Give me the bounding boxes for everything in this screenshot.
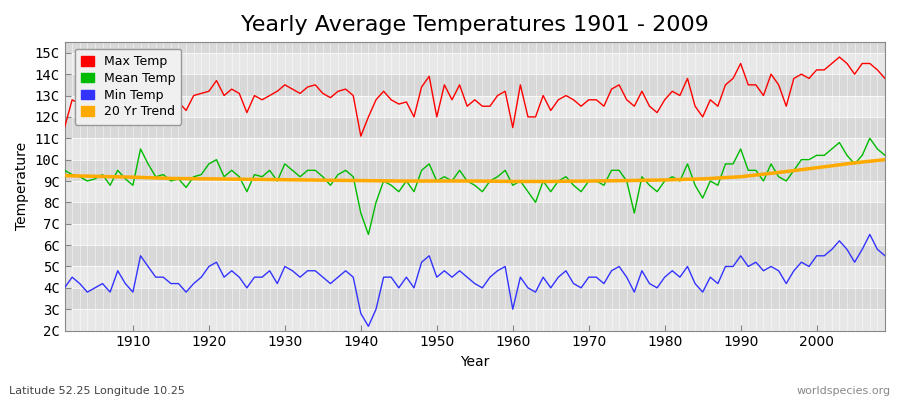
Bar: [65, 74, 885, 96]
Text: worldspecies.org: worldspecies.org: [796, 386, 891, 396]
Bar: [65, 309, 885, 330]
Bar: [65, 224, 885, 245]
Text: Latitude 52.25 Longitude 10.25: Latitude 52.25 Longitude 10.25: [9, 386, 184, 396]
Bar: [65, 42, 885, 53]
Bar: [65, 74, 885, 96]
Bar: [65, 138, 885, 160]
Bar: [65, 96, 885, 117]
Title: Yearly Average Temperatures 1901 - 2009: Yearly Average Temperatures 1901 - 2009: [241, 15, 708, 35]
Bar: [65, 53, 885, 74]
Bar: [65, 181, 885, 202]
Bar: [65, 266, 885, 288]
Bar: [65, 288, 885, 309]
Bar: [65, 245, 885, 266]
X-axis label: Year: Year: [460, 355, 490, 369]
Bar: [65, 117, 885, 138]
Bar: [65, 160, 885, 181]
Bar: [65, 288, 885, 309]
Bar: [65, 224, 885, 245]
Bar: [65, 53, 885, 74]
Bar: [65, 138, 885, 160]
Bar: [65, 117, 885, 138]
Bar: [65, 202, 885, 224]
Bar: [65, 202, 885, 224]
Bar: [65, 160, 885, 181]
Bar: [65, 96, 885, 117]
Bar: [65, 266, 885, 288]
Y-axis label: Temperature: Temperature: [15, 142, 29, 230]
Legend: Max Temp, Mean Temp, Min Temp, 20 Yr Trend: Max Temp, Mean Temp, Min Temp, 20 Yr Tre…: [75, 49, 182, 125]
Bar: [65, 245, 885, 266]
Bar: [65, 309, 885, 330]
Bar: [65, 42, 885, 53]
Bar: [65, 181, 885, 202]
